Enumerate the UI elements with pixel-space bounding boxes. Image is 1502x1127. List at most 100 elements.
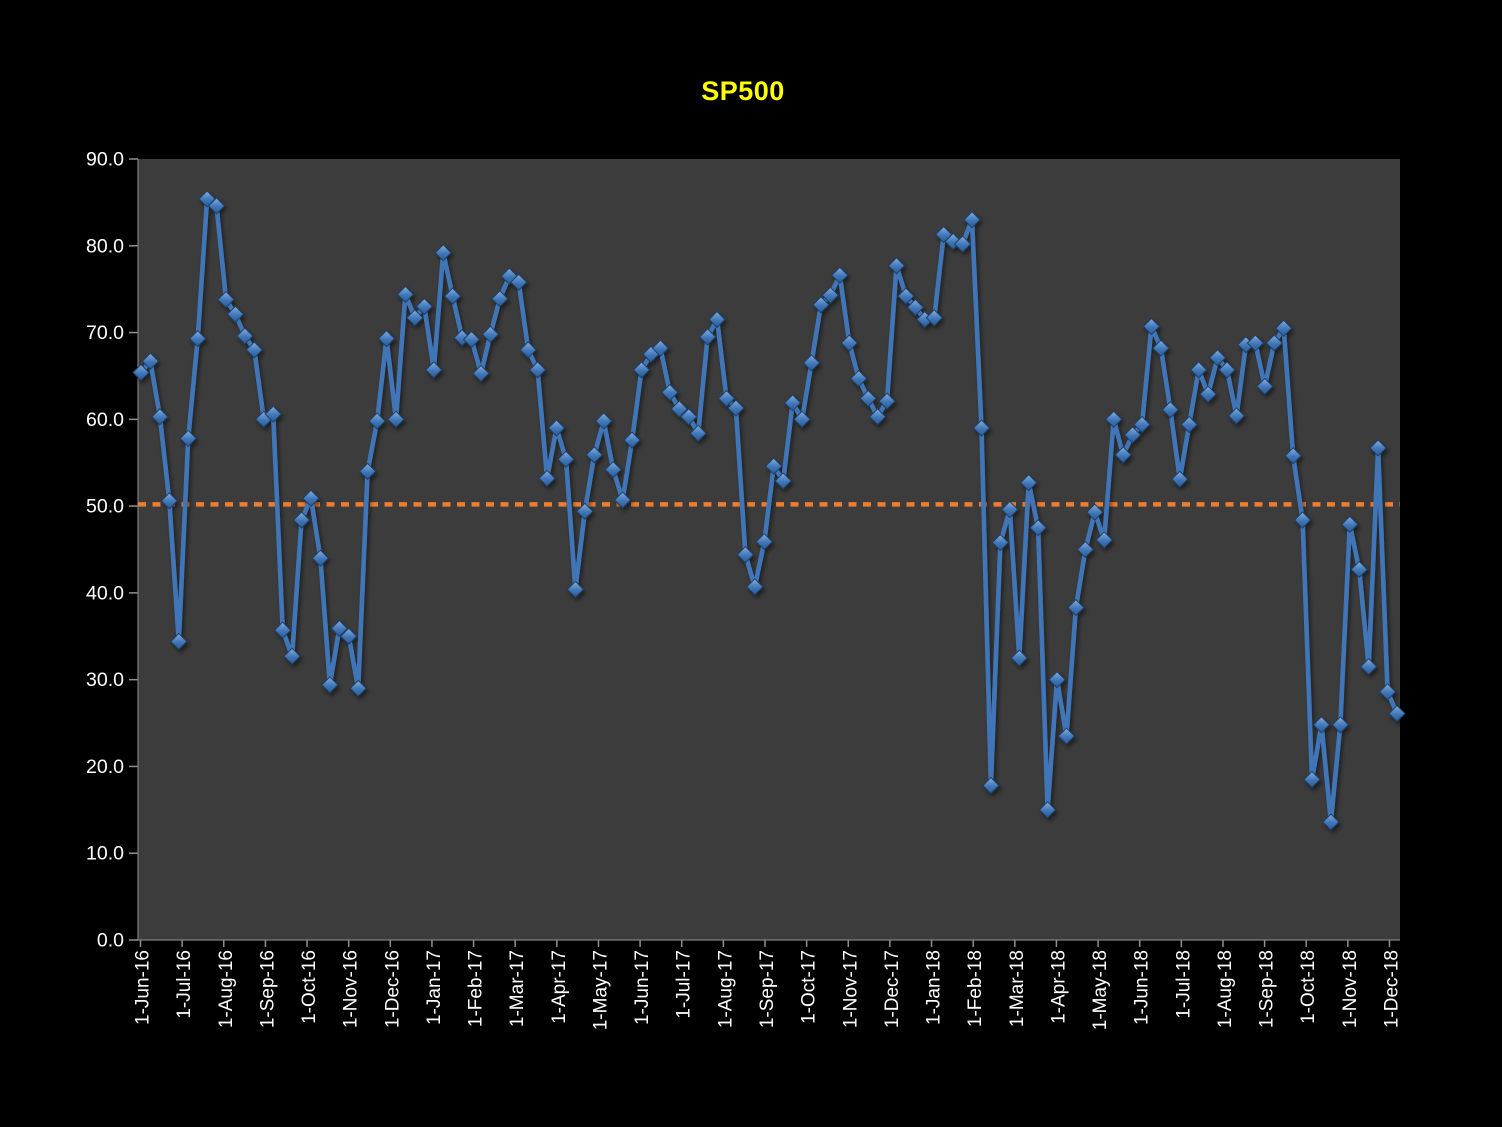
data-point-marker bbox=[1114, 446, 1132, 464]
x-axis-label: 1-Aug-16 bbox=[216, 950, 237, 1028]
data-point-marker bbox=[793, 410, 811, 429]
data-point-marker bbox=[538, 469, 556, 488]
data-point-marker bbox=[783, 394, 802, 412]
y-axis-label: 20.0 bbox=[86, 756, 124, 778]
data-point-marker bbox=[510, 273, 528, 291]
data-point-marker bbox=[368, 412, 386, 430]
x-axis-label: 1-Jul-16 bbox=[174, 950, 195, 1019]
data-point-marker bbox=[349, 679, 367, 698]
data-point-marker bbox=[963, 211, 981, 229]
x-axis-label: 1-Mar-17 bbox=[507, 950, 528, 1027]
data-point-marker bbox=[1350, 560, 1368, 579]
data-point-marker bbox=[953, 235, 972, 253]
x-axis-label: 1-Dec-16 bbox=[382, 950, 403, 1028]
data-point-marker bbox=[746, 578, 764, 596]
x-axis-label: 1-Apr-17 bbox=[549, 950, 570, 1024]
y-axis-label: 40.0 bbox=[86, 582, 124, 604]
x-axis-label: 1-Oct-16 bbox=[299, 950, 320, 1024]
x-axis-label: 1-Nov-17 bbox=[840, 950, 861, 1028]
data-point-marker bbox=[708, 310, 726, 329]
data-point-marker bbox=[245, 341, 264, 359]
data-point-marker bbox=[1199, 385, 1217, 403]
chart-title: SP500 bbox=[701, 76, 785, 106]
data-point-marker bbox=[302, 489, 320, 508]
data-point-marker bbox=[330, 619, 349, 638]
x-axis-label: 1-Dec-17 bbox=[882, 950, 903, 1028]
x-axis-label: 1-Jun-16 bbox=[133, 950, 154, 1025]
data-point-marker bbox=[472, 364, 490, 383]
data-point-marker bbox=[273, 621, 292, 639]
data-point-marker bbox=[170, 632, 188, 651]
data-point-marker bbox=[1123, 426, 1142, 444]
data-point-marker bbox=[1293, 511, 1312, 529]
x-axis-label: 1-Aug-18 bbox=[1215, 950, 1236, 1028]
sp500-series bbox=[132, 190, 1406, 831]
data-point-marker bbox=[576, 502, 594, 521]
data-point-marker bbox=[1038, 801, 1057, 819]
y-axis-label: 90.0 bbox=[86, 149, 124, 171]
data-point-marker bbox=[387, 410, 405, 429]
data-point-marker bbox=[1010, 649, 1028, 667]
data-point-marker bbox=[1208, 349, 1227, 367]
data-point-marker bbox=[1388, 704, 1406, 723]
data-point-marker bbox=[1076, 540, 1095, 559]
x-axis-label: 1-Dec-18 bbox=[1382, 950, 1403, 1028]
data-point-marker bbox=[1265, 334, 1283, 352]
data-point-marker bbox=[151, 408, 169, 426]
data-point-marker bbox=[774, 472, 792, 490]
y-axis-label: 10.0 bbox=[86, 843, 124, 865]
data-point-marker bbox=[1019, 473, 1038, 492]
data-point-marker bbox=[680, 408, 698, 426]
data-point-marker bbox=[188, 329, 207, 348]
data-point-marker bbox=[1378, 683, 1397, 701]
data-point-marker bbox=[500, 267, 519, 285]
data-point-marker bbox=[925, 309, 943, 327]
data-point-marker bbox=[1218, 361, 1236, 379]
x-axis-label: 1-Jun-18 bbox=[1132, 950, 1153, 1025]
x-axis-label: 1-Jun-17 bbox=[632, 950, 653, 1025]
data-point-marker bbox=[1341, 515, 1359, 534]
x-axis-label: 1-Jan-17 bbox=[424, 950, 445, 1025]
x-axis-label: 1-Jul-17 bbox=[674, 950, 695, 1019]
data-point-marker bbox=[651, 339, 670, 357]
x-axis-label: 1-May-18 bbox=[1090, 950, 1111, 1030]
data-point-marker bbox=[1189, 361, 1208, 379]
data-point-marker bbox=[264, 405, 282, 423]
data-point-marker bbox=[528, 361, 547, 379]
data-point-marker bbox=[1086, 503, 1104, 521]
data-point-marker bbox=[868, 408, 887, 426]
data-point-marker bbox=[1331, 716, 1350, 734]
x-axis-label: 1-Jul-18 bbox=[1173, 950, 1194, 1019]
x-axis-label: 1-Feb-17 bbox=[466, 950, 487, 1027]
data-point-marker bbox=[859, 389, 877, 408]
x-axis-label: 1-May-17 bbox=[590, 950, 611, 1030]
data-point-marker bbox=[613, 491, 632, 509]
data-point-marker bbox=[1142, 317, 1161, 336]
data-point-marker bbox=[1322, 813, 1340, 831]
data-point-marker bbox=[1152, 339, 1170, 357]
y-axis-label: 60.0 bbox=[86, 409, 124, 431]
data-point-marker bbox=[1067, 598, 1085, 617]
data-point-marker bbox=[443, 287, 462, 305]
data-point-marker bbox=[1359, 657, 1378, 676]
data-point-marker bbox=[670, 400, 688, 418]
data-point-marker bbox=[1246, 334, 1265, 352]
data-point-marker bbox=[434, 244, 452, 262]
data-point-marker bbox=[1133, 415, 1151, 434]
data-point-marker bbox=[897, 287, 915, 305]
data-point-marker bbox=[406, 309, 424, 327]
data-point-marker bbox=[1104, 410, 1123, 429]
data-point-marker bbox=[765, 457, 783, 475]
data-point-marker bbox=[698, 328, 717, 346]
data-point-marker bbox=[358, 462, 377, 481]
data-point-marker bbox=[906, 298, 925, 317]
data-point-marker bbox=[207, 197, 226, 215]
data-point-marker bbox=[462, 330, 481, 349]
data-point-marker bbox=[547, 419, 566, 437]
data-point-marker bbox=[1369, 439, 1387, 457]
data-point-marker bbox=[283, 647, 301, 665]
data-point-marker bbox=[1001, 500, 1019, 519]
data-point-marker bbox=[566, 580, 585, 599]
